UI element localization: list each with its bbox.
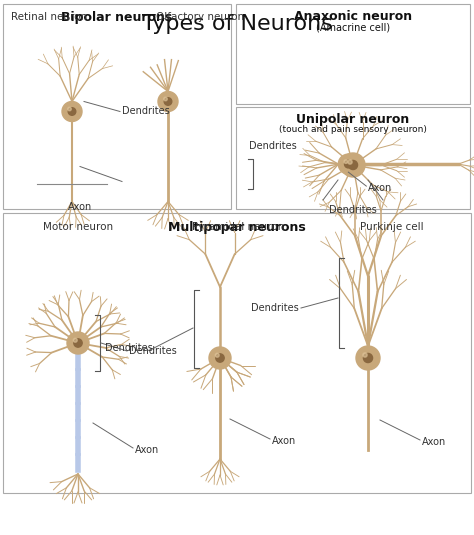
Circle shape: [215, 353, 219, 357]
Text: Retinal neuron: Retinal neuron: [11, 12, 87, 22]
Text: Dendrites: Dendrites: [129, 346, 177, 356]
Text: Dendrites: Dendrites: [122, 106, 170, 117]
Text: Purkinje cell: Purkinje cell: [360, 222, 424, 232]
Text: Axon: Axon: [368, 183, 392, 193]
FancyBboxPatch shape: [236, 107, 470, 209]
Text: Dendrites: Dendrites: [249, 141, 297, 151]
Text: Axon: Axon: [68, 202, 92, 211]
FancyBboxPatch shape: [236, 4, 470, 104]
Circle shape: [209, 347, 231, 369]
Circle shape: [158, 91, 178, 111]
Text: Dendrites: Dendrites: [251, 303, 299, 313]
Text: Types of Neurons: Types of Neurons: [142, 14, 332, 34]
Circle shape: [341, 153, 365, 177]
Circle shape: [348, 160, 352, 164]
Text: Unipolar neuron: Unipolar neuron: [296, 112, 410, 126]
Text: (Amacrine cell): (Amacrine cell): [316, 22, 390, 32]
Circle shape: [73, 338, 77, 342]
Text: Pyramidal neuron: Pyramidal neuron: [192, 222, 284, 232]
Text: Axon: Axon: [422, 437, 446, 447]
Text: Anaxonic neuron: Anaxonic neuron: [294, 10, 412, 22]
Circle shape: [67, 332, 89, 354]
Text: Motor neuron: Motor neuron: [43, 222, 113, 232]
Text: Dendrites: Dendrites: [105, 343, 153, 353]
Circle shape: [364, 354, 373, 363]
Circle shape: [345, 160, 352, 168]
Circle shape: [62, 102, 82, 121]
Text: Axon: Axon: [135, 445, 159, 455]
Circle shape: [344, 160, 347, 163]
Circle shape: [68, 108, 76, 116]
Circle shape: [164, 98, 172, 105]
Circle shape: [216, 354, 224, 362]
Text: Bipolar neurons: Bipolar neurons: [61, 11, 173, 24]
Circle shape: [68, 107, 71, 111]
Text: (touch and pain sensory neuron): (touch and pain sensory neuron): [279, 125, 427, 134]
Circle shape: [74, 339, 82, 347]
Circle shape: [348, 160, 357, 170]
FancyBboxPatch shape: [3, 213, 471, 493]
Text: Axon: Axon: [272, 436, 296, 446]
FancyBboxPatch shape: [3, 4, 231, 209]
Circle shape: [164, 97, 167, 101]
Circle shape: [363, 353, 367, 357]
Text: Olfactory neuron: Olfactory neuron: [156, 12, 244, 22]
Circle shape: [356, 346, 380, 370]
Text: Dendrites: Dendrites: [329, 205, 377, 215]
Circle shape: [338, 154, 358, 174]
Text: Multipopar neurons: Multipopar neurons: [168, 221, 306, 234]
